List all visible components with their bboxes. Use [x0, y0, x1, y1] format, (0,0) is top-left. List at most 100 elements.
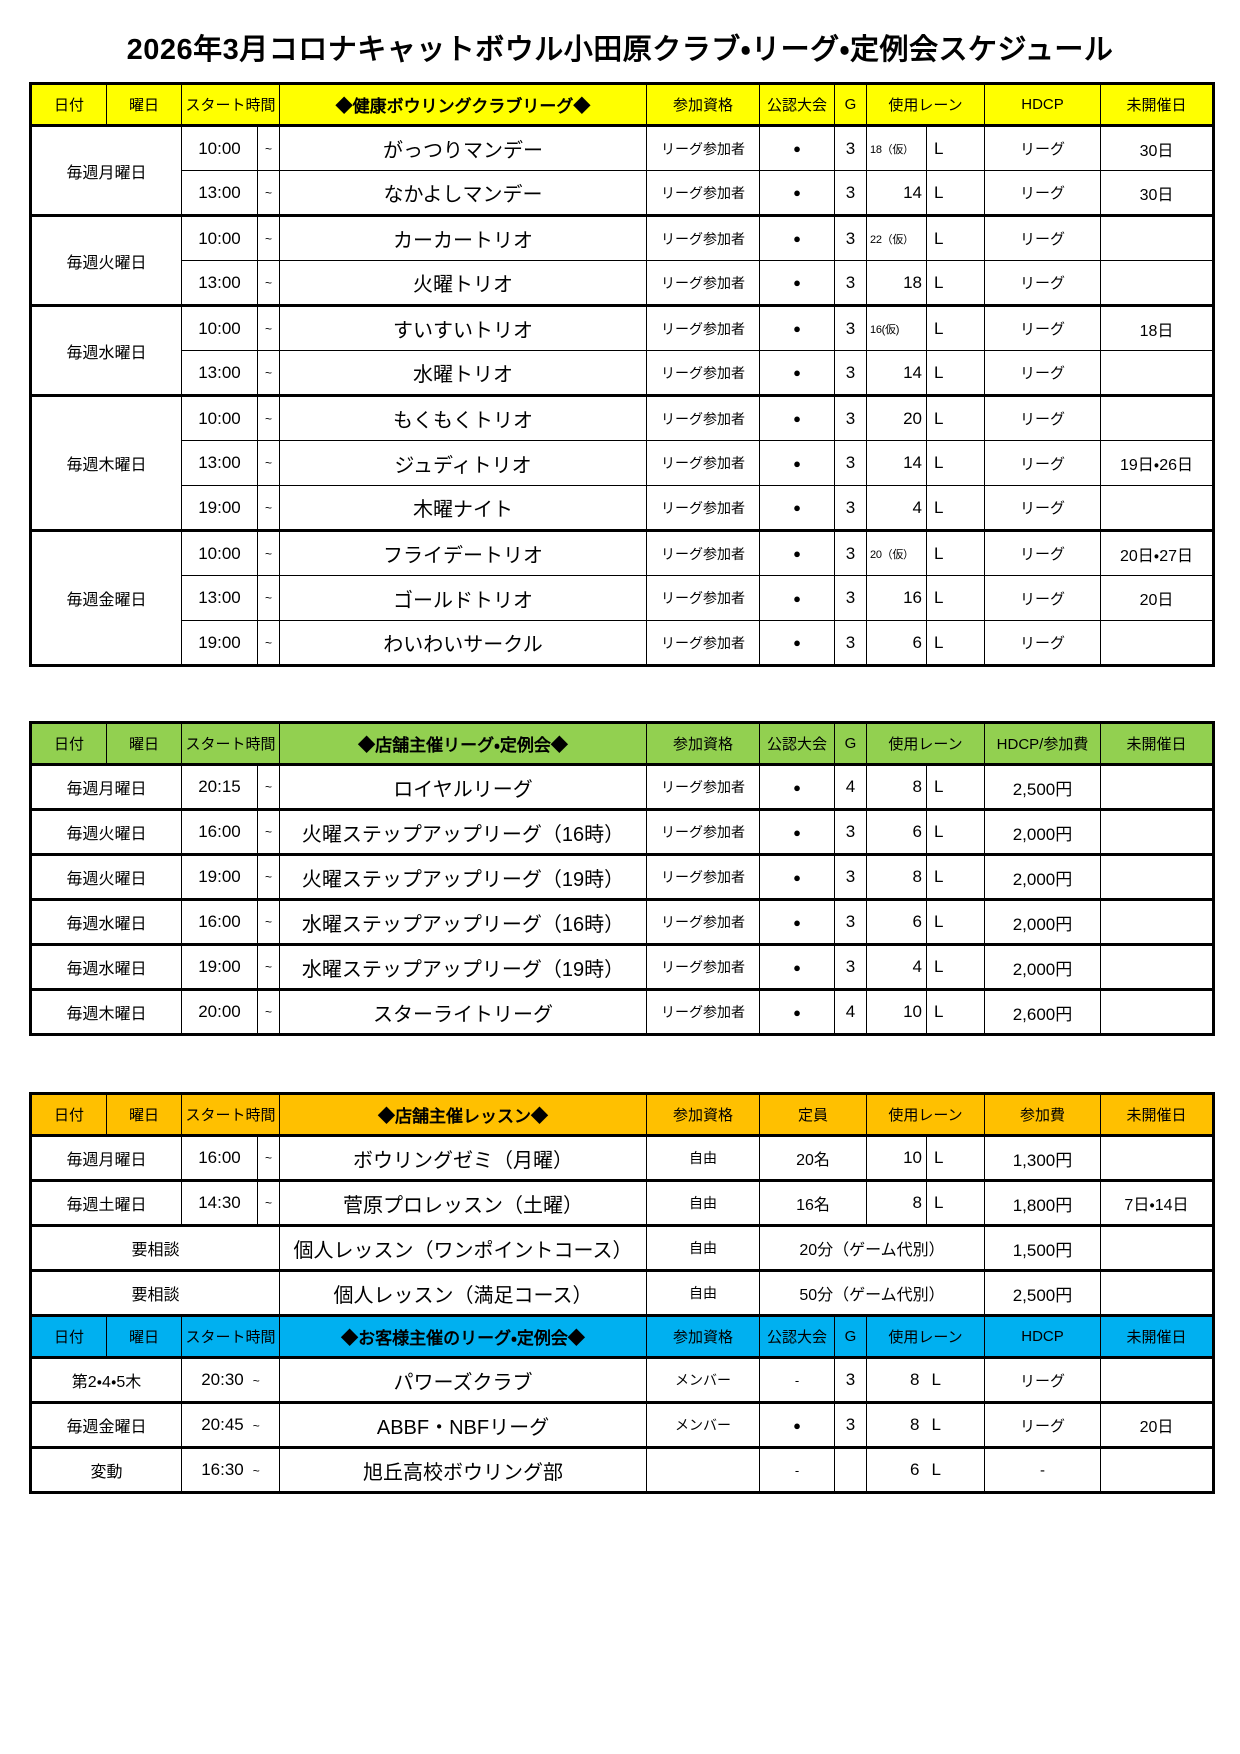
games-cell: 3	[834, 440, 867, 486]
table-row: 毎週木曜日 10:00 ~ もくもくトリオ リーグ参加者 ● 3 20 L リー…	[30, 394, 1214, 531]
consultation-cell: 要相談	[30, 1269, 280, 1316]
table-row: 要相談 個人レッスン（ワンポイントコース） 自由 20分（ゲーム代別） 1,50…	[30, 1224, 1214, 1271]
lane-number-cell: 14	[866, 440, 927, 486]
day-cell: 毎週月曜日	[30, 124, 182, 216]
qualification-cell: リーグ参加者	[646, 124, 760, 171]
closed-days-cell	[1100, 1134, 1214, 1181]
day-cell: 毎週水曜日	[30, 304, 182, 396]
table-row: 13:00 ~ なかよしマンデー リーグ参加者 ● 3 14 L リーグ 30日	[31, 170, 1214, 216]
qualification-cell: リーグ参加者	[646, 808, 760, 855]
closed-days-cell	[1100, 1269, 1214, 1316]
time-cell: 10:00	[181, 394, 258, 441]
hdcp-cell: -	[984, 1446, 1101, 1493]
table-header-row: 日付 曜日 スタート時間 ◆健康ボウリングクラブリーグ◆ 参加資格 公認大会 G…	[30, 82, 1214, 127]
day-cell: 毎週水曜日	[30, 898, 182, 945]
tilde-cell: ~	[257, 170, 280, 216]
qualification-cell: リーグ参加者	[646, 853, 760, 900]
lane-number-cell: 10	[866, 1134, 927, 1181]
certified-cell: ●	[759, 260, 835, 306]
games-cell: 3	[834, 1356, 867, 1403]
time-cell: 19:00	[181, 485, 258, 531]
games-cell: 3	[834, 260, 867, 306]
certified-cell: ●	[759, 304, 835, 351]
tilde-text: ~	[252, 1419, 260, 1433]
hdcp-cell: リーグ	[984, 394, 1101, 441]
hdcp-cell: リーグ	[984, 350, 1101, 396]
closed-days-cell	[1100, 350, 1214, 396]
table-title: ◆健康ボウリングクラブリーグ◆	[279, 82, 647, 127]
time-cell: 10:00	[181, 529, 258, 576]
time-cell: 13:00	[181, 260, 258, 306]
tilde-cell: ~	[257, 620, 280, 666]
games-cell: 3	[834, 943, 867, 990]
lane-unit-cell: L	[926, 763, 985, 810]
event-name-cell: ABBF・NBFリーグ	[279, 1401, 647, 1448]
closed-days-cell	[1100, 853, 1214, 900]
fee-cell: 1,300円	[984, 1134, 1101, 1181]
lane-unit-cell: L	[926, 304, 985, 351]
col-header-weekday: 曜日	[106, 1092, 182, 1137]
lane-unit-cell: L	[926, 943, 985, 990]
col-header-games: G	[834, 82, 867, 127]
qualification-cell: リーグ参加者	[646, 529, 760, 576]
event-name-cell: 火曜ステップアップリーグ（16時）	[279, 808, 647, 855]
event-name-cell: ゴールドトリオ	[279, 575, 647, 621]
lane-number-cell: 6	[866, 808, 927, 855]
hdcp-cell: リーグ	[984, 1356, 1101, 1403]
certified-cell: ●	[759, 988, 835, 1035]
games-cell: 4	[834, 988, 867, 1035]
col-header-certified: 公認大会	[759, 721, 835, 766]
hdcp-cell: リーグ	[984, 170, 1101, 216]
col-header-fee: 参加費	[984, 1092, 1101, 1137]
lane-unit-cell: L	[926, 988, 985, 1035]
qualification-cell: リーグ参加者	[646, 214, 760, 261]
games-cell: 3	[834, 485, 867, 531]
consultation-cell: 要相談	[30, 1224, 280, 1271]
event-name-cell: ボウリングゼミ（月曜）	[279, 1134, 647, 1181]
event-name-cell: 旭丘高校ボウリング部	[279, 1446, 647, 1493]
lane-number-cell: 6	[866, 620, 927, 666]
time-cell: 16:30 ~	[181, 1446, 280, 1493]
lane-unit-cell: L	[926, 575, 985, 621]
qualification-cell: リーグ参加者	[646, 898, 760, 945]
day-cell: 毎週木曜日	[30, 394, 182, 531]
time-cell: 14:30	[181, 1179, 258, 1226]
day-cell: 毎週木曜日	[30, 988, 182, 1035]
qualification-cell: リーグ参加者	[646, 943, 760, 990]
day-cell: 毎週火曜日	[30, 853, 182, 900]
games-cell: 3	[834, 124, 867, 171]
games-cell: 3	[834, 214, 867, 261]
closed-days-cell	[1100, 1356, 1214, 1403]
closed-days-cell: 30日	[1100, 170, 1214, 216]
time-cell: 13:00	[181, 350, 258, 396]
col-header-closed-days: 未開催日	[1100, 721, 1214, 766]
hdcp-cell: リーグ	[984, 575, 1101, 621]
table-row: 毎週水曜日 16:00 ~ 水曜ステップアップリーグ（16時） リーグ参加者 ●…	[30, 898, 1214, 945]
lessons-and-customer-table: 日付 曜日 スタート時間 ◆店舗主催レッスン◆ 参加資格 定員 使用レーン 参加…	[29, 1092, 1215, 1494]
certified-cell: ●	[759, 170, 835, 216]
table-row: 毎週月曜日 16:00 ~ ボウリングゼミ（月曜） 自由 20名 10 L 1,…	[30, 1134, 1214, 1181]
table-row: 毎週火曜日 10:00 ~ カーカートリオ リーグ参加者 ● 3 22（仮） L…	[30, 214, 1214, 306]
event-name-cell: 水曜ステップアップリーグ（19時）	[279, 943, 647, 990]
qualification-cell: リーグ参加者	[646, 440, 760, 486]
col-header-games: G	[834, 721, 867, 766]
event-name-cell: 木曜ナイト	[279, 485, 647, 531]
closed-days-cell	[1100, 808, 1214, 855]
event-name-cell: 菅原プロレッスン（土曜）	[279, 1179, 647, 1226]
duration-cell: 50分（ゲーム代別）	[759, 1269, 985, 1316]
lane-number-cell: 18	[866, 260, 927, 306]
health-league-table: 日付 曜日 スタート時間 ◆健康ボウリングクラブリーグ◆ 参加資格 公認大会 G…	[29, 82, 1215, 667]
tilde-cell: ~	[257, 808, 280, 855]
lane-number-cell: 10	[866, 988, 927, 1035]
fee-cell: 2,000円	[984, 898, 1101, 945]
lane-number-cell: 20	[866, 394, 927, 441]
lane-unit-cell: L	[926, 170, 985, 216]
event-name-cell: がっつりマンデー	[279, 124, 647, 171]
event-name-cell: なかよしマンデー	[279, 170, 647, 216]
col-header-certified: 公認大会	[759, 1314, 835, 1359]
hdcp-cell: リーグ	[984, 620, 1101, 666]
closed-days-cell: 20日	[1100, 1401, 1214, 1448]
tilde-cell: ~	[257, 853, 280, 900]
certified-cell: ●	[759, 350, 835, 396]
